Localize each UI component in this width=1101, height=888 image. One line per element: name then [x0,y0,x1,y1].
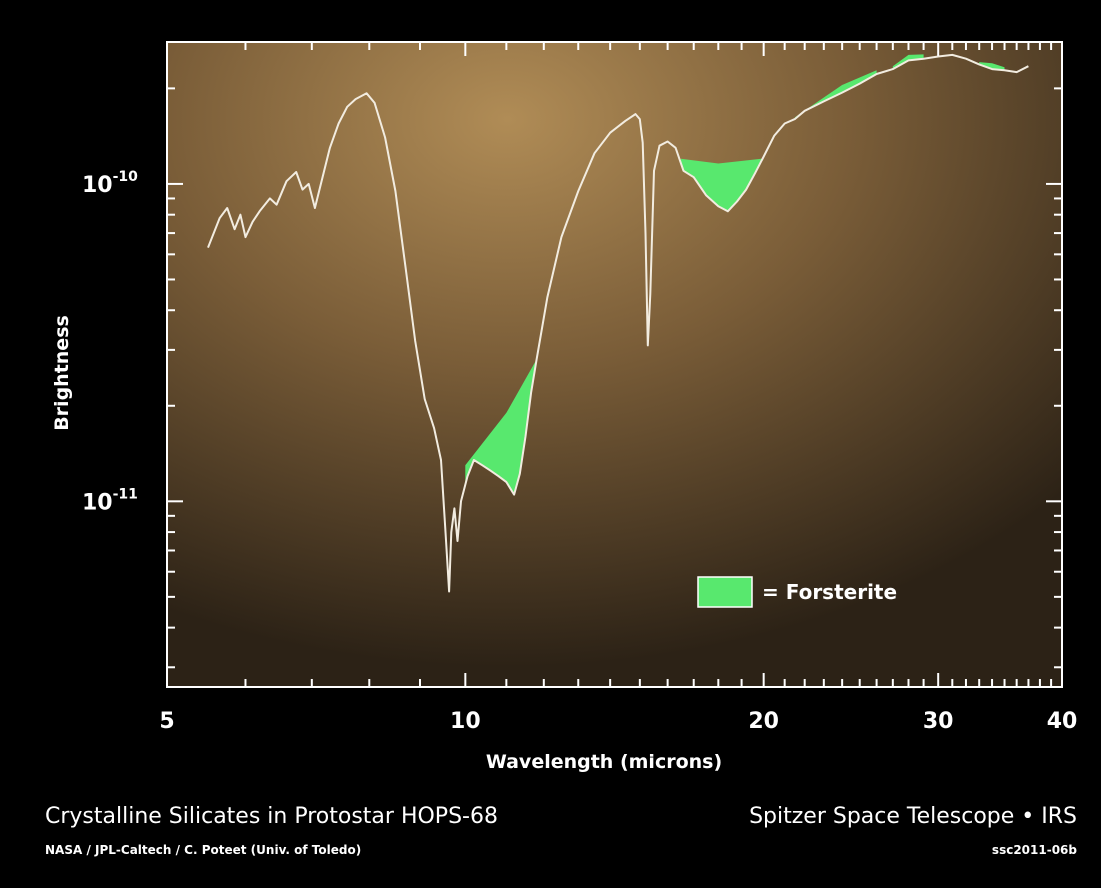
y-tick-label: 10-11 [82,486,138,515]
legend: = Forsterite [697,576,897,608]
x-axis-title: Wavelength (microns) [486,751,722,773]
plot-area [167,42,1062,687]
forsterite-region-1 [465,359,537,495]
x-tick-label: 40 [1047,709,1078,734]
y-tick-label: 10-10 [82,169,138,198]
mission-label: Spitzer Space Telescope • IRS [749,804,1077,829]
forsterite-region-4 [892,54,924,70]
forsterite-region-2 [680,158,762,212]
x-tick-label: 10 [450,709,481,734]
x-tick-label: 30 [923,709,954,734]
legend-label-forsterite: = Forsterite [762,580,897,604]
credit-line: NASA / JPL-Caltech / C. Poteet (Univ. of… [45,843,362,857]
image-id: ssc2011-06b [991,843,1077,857]
plot-frame [166,41,1063,688]
brightness-series-line [207,53,1029,593]
figure-title: Crystalline Silicates in Protostar HOPS-… [45,804,498,829]
y-axis-title: Brightness [51,315,73,431]
axis-ticks [166,42,1063,687]
tick-labels: 5 10 20 30 40 10-10 10-11 [82,169,1077,734]
x-tick-label: 20 [748,709,779,734]
legend-swatch-forsterite [697,576,753,608]
forsterite-region-5 [979,62,1005,71]
x-tick-label: 5 [159,709,174,734]
